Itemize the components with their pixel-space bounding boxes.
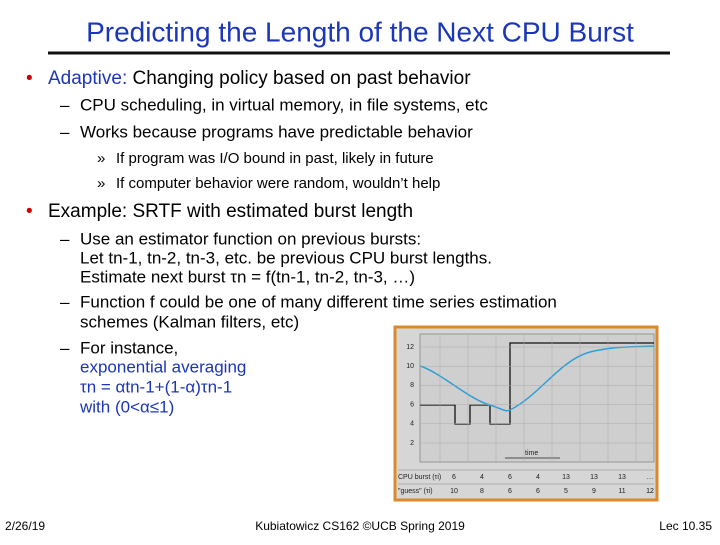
bullet-text: Adaptive: Changing policy based on past …: [48, 68, 471, 89]
sub-text: For instance,: [80, 338, 178, 357]
y-tick-label: 8: [410, 382, 414, 389]
sub-text: schemes (Kalman filters, etc): [80, 312, 299, 331]
row-value: 5: [564, 488, 568, 495]
row-value: 9: [592, 488, 596, 495]
sub-text: exponential averaging: [80, 357, 246, 376]
row-label: CPU burst (τi): [398, 474, 441, 481]
guess-curve: [419, 345, 655, 412]
subsub-text: If computer behavior were random, wouldn…: [116, 175, 440, 192]
row-value: 13: [562, 474, 570, 481]
time-label: time: [525, 450, 538, 457]
dash: –: [60, 122, 70, 141]
plot-area: [419, 333, 655, 463]
bullet-text: Example: SRTF with estimated burst lengt…: [48, 201, 413, 222]
sub-text: CPU scheduling, in virtual memory, in fi…: [80, 95, 488, 114]
row-value: 13: [590, 474, 598, 481]
sub-text: with (0<α≤1): [79, 397, 174, 416]
row-more: …: [647, 474, 654, 481]
row-label: "guess" (τi): [398, 488, 433, 495]
burst-step: [420, 342, 654, 425]
bullet: •: [26, 201, 33, 222]
dash: –: [60, 95, 70, 114]
row-value: 4: [480, 474, 484, 481]
row-value: 12: [646, 488, 654, 495]
y-tick-label: 2: [410, 440, 414, 447]
figure: 12 10 8 6 4 2 time CPU burst (τi) 6 4 6 4 13 13 13 … "gu…: [393, 325, 659, 502]
row-value: 6: [536, 488, 540, 495]
sub-text: Use an estimator function on previous bu…: [80, 229, 421, 248]
footer-page: Lec 10.35: [659, 519, 712, 533]
row-more: …: [647, 488, 654, 495]
y-tick-label: 6: [410, 401, 414, 408]
row-value: 6: [452, 474, 456, 481]
sub-text: Estimate next burst τn = f(tn-1, tn-2, t…: [80, 267, 415, 286]
row-value: 11: [618, 488, 625, 495]
row-value: 6: [508, 488, 512, 495]
dash: –: [60, 338, 70, 357]
dash: –: [60, 292, 70, 311]
sub-text: τn = αtn-1+(1-α)τn-1: [80, 377, 232, 396]
chevron: »: [97, 150, 105, 167]
dash: –: [60, 229, 70, 248]
footer-date: 2/26/19: [5, 519, 45, 533]
footer-center: Kubiatowicz CS162 ©UCB Spring 2019: [255, 519, 465, 533]
y-tick-label: 10: [406, 363, 414, 370]
y-tick-label: 12: [406, 344, 414, 351]
subsub-text: If program was I/O bound in past, likely…: [116, 150, 434, 167]
bullet: •: [26, 68, 33, 89]
text: Changing policy based on past behavior: [127, 68, 471, 89]
sub-text: Function f could be one of many differen…: [80, 292, 557, 311]
slide-title: Predicting the Length of the Next CPU Bu…: [86, 16, 634, 47]
sub-text: Let tn-1, tn-2, tn-3, etc. be previous C…: [80, 248, 492, 267]
y-tick-label: 4: [410, 421, 414, 428]
row-value: 6: [508, 474, 512, 481]
row-value: 10: [450, 488, 458, 495]
chevron: »: [97, 175, 105, 192]
row-value: 4: [536, 474, 540, 481]
row-value: 8: [480, 488, 484, 495]
sub-text: Works because programs have predictable …: [80, 122, 473, 141]
row-value: 13: [618, 474, 626, 481]
term: Adaptive:: [48, 68, 127, 89]
